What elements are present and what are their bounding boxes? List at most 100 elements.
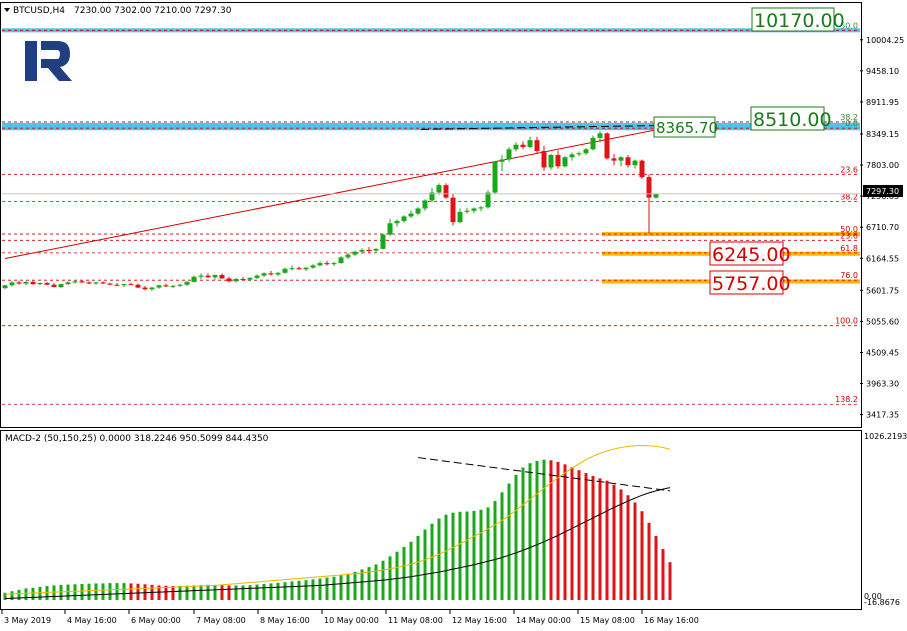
label-6245: 6245.00 [709,241,791,266]
candle-body-79 [555,154,561,167]
x-tick-label-2: 6 May 00:00 [131,616,181,625]
macd-bar-43 [304,580,308,600]
x-tick-label-4: 8 May 16:00 [260,616,310,625]
chart-dropdown-icon[interactable] [4,8,10,12]
macd-bar-14 [101,583,105,600]
y-tick-label-12: 3417.35 [866,411,899,420]
candle-body-55 [387,223,393,235]
candle-body-75 [527,140,533,147]
svg-text:10170.00: 10170.00 [754,10,845,32]
macd-bar-8 [59,584,63,600]
macd-bar-34 [241,585,245,600]
candle-layer [2,131,860,291]
candle-body-48 [338,257,344,264]
candle-body-49 [345,254,351,258]
y-tick-label-2: 8911.95 [866,98,899,107]
candle-body-72 [506,149,512,160]
candle-body-9 [65,282,71,285]
macd-bar-51 [360,569,364,600]
macd-bar-45 [318,578,322,600]
candle-body-29 [205,275,211,278]
x-tick-label-5: 10 May 00:00 [324,616,379,625]
macd-bar-10 [73,584,77,600]
candle-body-0 [2,285,8,289]
broker-logo [25,41,72,81]
candle-body-7 [51,284,57,287]
macd-bar-17 [122,583,126,600]
y-tick-label-9: 5055.60 [866,317,899,326]
x-tick-label-3: 7 May 08:00 [196,616,246,625]
candle-body-74 [520,144,526,147]
candle-body-44 [310,265,316,268]
x-axis: 3 May 2019 4 May 16:00 6 May 00:00 7 May 08… [1,610,699,625]
candle-body-50 [352,251,358,255]
macd-bar-42 [297,580,301,600]
macd-bar-65 [458,511,462,600]
macd-bar-11 [80,583,84,600]
fib-label-2: 0.0 [845,119,858,128]
macd-bar-30 [213,584,217,600]
macd-bar-1 [10,591,14,600]
fib-label-9: 100.0 [835,317,858,326]
macd-bar-75 [528,463,532,600]
trend-layer [4,124,671,260]
main-pane-frame [0,2,862,428]
candle-body-91 [639,160,645,178]
macd-bar-60 [423,529,427,600]
candle-body-1 [9,282,15,286]
macd-bar-40 [283,582,287,600]
candle-body-60 [422,200,428,209]
fib-label-3: 23.6 [840,165,858,174]
x-tick-label-1: 4 May 16:00 [67,616,117,625]
candle-body-10 [72,281,78,283]
macd-bar-13 [94,583,98,600]
macd-bar-86 [605,480,609,600]
macd-bar-12 [87,583,91,600]
candle-body-43 [303,267,309,270]
candle-body-12 [86,282,92,284]
macd-bar-36 [255,584,259,600]
fib-layer: 50.038.20.023.638.250.023.661.876.0100.0… [2,21,860,405]
candle-body-70 [492,161,498,193]
candle-body-61 [429,192,435,201]
candle-body-42 [296,268,302,270]
candle-body-88 [618,157,624,161]
candle-body-80 [562,157,568,167]
macd-bar-57 [402,547,406,600]
candle-body-92 [646,177,652,198]
fib-label-0: 50.0 [840,21,858,30]
macd-bar-47 [332,576,336,600]
macd-bar-2 [17,589,21,600]
macd-bar-63 [444,514,448,600]
macd-bar-38 [269,583,273,600]
macd-bar-89 [626,495,630,600]
macd-bar-29 [206,584,210,600]
candle-body-20 [142,287,148,290]
x-tick-label-8: 14 May 00:00 [516,616,571,625]
y-tick-label-10: 4509.45 [866,348,899,357]
macd-bar-90 [633,502,637,600]
macd-dashed-line [417,457,671,492]
macd-bar-9 [66,584,70,600]
macd-bar-35 [248,585,252,600]
macd-pane-frame [0,430,862,610]
macd-bar-64 [451,512,455,600]
macd-bar-61 [430,523,434,600]
candle-body-39 [275,272,281,275]
macd-bar-93 [654,535,658,600]
candle-body-33 [233,279,239,282]
macd-bar-24 [171,586,175,600]
macd-bar-58 [409,541,413,600]
macd-bar-37 [262,583,266,600]
candle-body-25 [177,284,183,286]
macd-bar-5 [38,586,42,600]
label-8510: 8510.00 [750,106,832,131]
candle-body-30 [212,275,218,278]
macd-bar-82 [577,470,581,600]
svg-text:7297.30: 7297.30 [866,187,899,196]
candle-body-90 [632,160,638,166]
candle-body-14 [100,282,106,284]
macd-bar-18 [129,583,133,600]
macd-bar-76 [535,460,539,600]
candle-body-38 [268,273,274,275]
